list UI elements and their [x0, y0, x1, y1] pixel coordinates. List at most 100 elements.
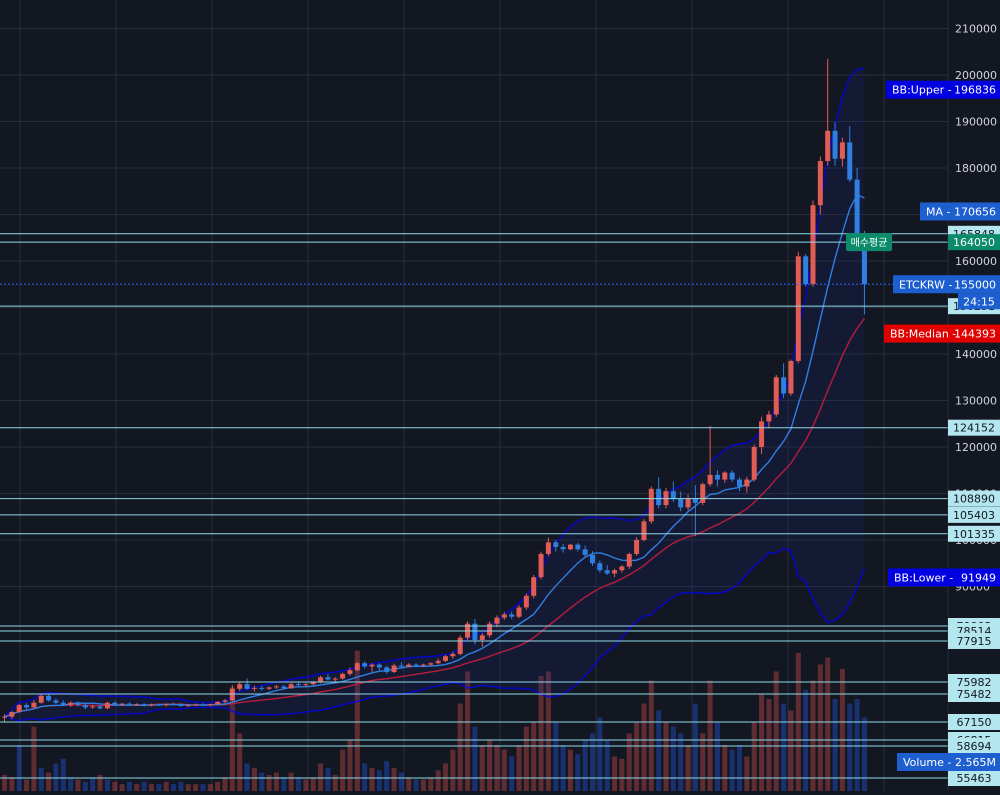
candle-body [104, 702, 110, 709]
candle-body [854, 179, 860, 236]
volume-bar [714, 722, 720, 791]
volume-bar [832, 699, 838, 791]
volume-bar [112, 781, 118, 791]
candle-body [97, 706, 103, 709]
candle-body [737, 479, 742, 487]
volume-bar [766, 699, 772, 791]
candle [244, 678, 250, 690]
candle-body [296, 684, 301, 686]
volume-bar [303, 779, 309, 791]
volume-bar [567, 749, 573, 791]
candle-body [391, 665, 397, 673]
volume-bar [149, 784, 154, 791]
bb-lower-tag-box [888, 568, 1000, 587]
lower-level-label-box [948, 714, 1000, 730]
volume-bar [273, 772, 279, 791]
candle-body [634, 540, 640, 554]
horizontal-levels[interactable] [0, 233, 948, 779]
candle [31, 699, 37, 709]
volume-bar [501, 749, 507, 791]
candle-body [340, 673, 346, 679]
candle-body [398, 665, 404, 667]
candle-body [310, 682, 316, 685]
lower-level-label-text: 77915 [957, 635, 992, 648]
avg-buy-marker: 매수평균 [846, 233, 892, 252]
candle [612, 568, 618, 578]
candle-body [612, 570, 618, 574]
candle [744, 476, 750, 493]
volume-bar [450, 749, 456, 791]
candle-body [656, 488, 662, 506]
volume-bar [648, 680, 654, 791]
bb-lower-tag: BB:Lower - 91949 [888, 568, 1000, 587]
bb-upper-tag-box [886, 80, 1000, 99]
candle [163, 703, 169, 707]
candle-body [288, 684, 294, 689]
bb-lower-tag-label: BB:Lower - [894, 571, 953, 584]
volume-bar [575, 754, 581, 791]
candle-body [406, 664, 412, 667]
candle [384, 665, 390, 674]
countdown-box [958, 293, 1000, 310]
volume-bar [604, 740, 610, 791]
candle-body [266, 687, 272, 689]
candle-body [803, 256, 809, 285]
volume-bar [325, 768, 331, 791]
candle-body [229, 688, 235, 701]
candle [567, 543, 573, 551]
candle-body [325, 677, 331, 680]
volume-bar [692, 703, 698, 791]
ma-tag-label: MA - [926, 205, 951, 218]
volume-bar [259, 772, 265, 791]
candle-body [472, 623, 478, 640]
volume-bar [362, 763, 368, 791]
candle-body [354, 663, 360, 671]
candle [222, 699, 228, 704]
last-price-value: 155000 [954, 278, 996, 291]
candle [590, 551, 595, 567]
countdown-tag: 24:15 [958, 293, 1000, 310]
candle [722, 471, 728, 483]
candle [575, 542, 581, 552]
candle-body [810, 205, 816, 285]
candle [82, 703, 88, 710]
level-label-text: 101335 [953, 528, 995, 541]
candle [531, 574, 537, 599]
candle-body [604, 570, 610, 574]
level-label-text: 105403 [953, 509, 995, 522]
candle-body [376, 664, 382, 668]
volume-bar [200, 784, 206, 791]
level-label: 124152 [948, 419, 1000, 436]
volume-tag: Volume - 2.565M [897, 753, 1000, 771]
candle-body [53, 700, 59, 703]
candle-body [700, 484, 706, 503]
volume-bar [612, 756, 618, 791]
level-label-box [948, 490, 1000, 507]
candle [773, 374, 779, 417]
volume-bar [656, 710, 662, 791]
candle-body [237, 684, 243, 689]
candle-body [428, 663, 434, 665]
symbol-label: ETCKRW - [899, 278, 952, 291]
volume-bar [759, 694, 765, 791]
candle-body [413, 664, 419, 666]
bb-lower-tag-value: 91949 [961, 571, 996, 584]
grid [0, 0, 948, 791]
price-axis[interactable]: 9000010000011000012000013000014000015000… [947, 0, 1000, 791]
candle [134, 703, 140, 707]
candle [413, 663, 419, 667]
price-tick-label: 130000 [955, 395, 997, 408]
volume-bar [626, 733, 632, 791]
volume-bar [104, 779, 110, 791]
candle-body [545, 542, 551, 554]
candles[interactable] [2, 58, 867, 723]
candle [832, 122, 838, 166]
volume-bar [487, 740, 493, 791]
volume-bar [215, 781, 221, 791]
bb-median-tag-value: 144393 [954, 328, 996, 341]
candle [766, 410, 772, 429]
candle [714, 470, 720, 487]
candle-body [744, 479, 750, 487]
